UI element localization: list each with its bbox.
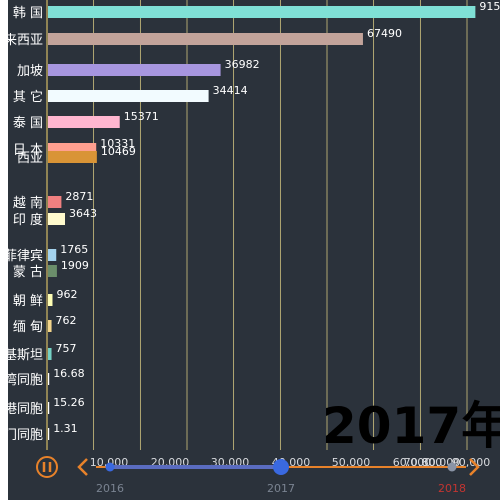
data-label: 10331 [100,137,135,150]
current-year-watermark: 2017年 [322,397,500,455]
bar [48,151,97,163]
category-label: 泰 国 [13,116,43,131]
bar [48,196,62,208]
bar [48,90,209,102]
data-label: 16.68 [53,367,84,380]
bar [48,116,120,128]
x-tick-label: 60,000 [393,456,432,469]
data-label: 1765 [60,243,88,256]
timeline-point[interactable] [447,462,457,472]
bar [48,428,50,440]
category-label: 菲律宾 [4,248,43,264]
category-label: 印 度 [13,212,43,228]
data-label: 36982 [225,58,260,71]
bar [48,249,57,261]
category-label: 来西亚 [4,33,43,48]
category-label: 其 它 [13,89,43,105]
bar [48,265,57,277]
data-label: 91580 [479,0,500,13]
x-tick-label: 90,000 [452,456,491,469]
data-label: 10469 [101,145,136,158]
bar [48,294,53,306]
category-label: 湾同胞 [4,372,43,388]
bar [48,6,476,18]
data-label: 67490 [367,27,402,40]
category-label: 韩 国 [13,6,43,21]
data-label: 15.26 [53,396,84,409]
chevron-left-icon[interactable] [77,458,88,476]
data-label: 962 [56,288,77,301]
data-label: 3643 [69,207,97,220]
x-tick-label: 70,000 [404,456,443,469]
category-label: 门同胞 [4,428,43,443]
bar [48,33,363,45]
data-label: 757 [56,342,77,355]
category-label: 蒙 古 [13,265,43,280]
bar [48,320,52,332]
timeline-year-label: 2017 [267,482,295,495]
category-label: 港同胞 [4,402,43,417]
timeline-thumb[interactable] [273,459,289,475]
category-label: 加坡 [17,64,43,79]
data-label: 1909 [61,259,89,272]
chart-background [8,0,500,500]
pause-icon[interactable] [36,456,58,478]
category-label: 基斯坦 [4,348,43,363]
data-label: 15371 [124,110,159,123]
data-label: 34414 [213,84,248,97]
x-tick-label: 50,000 [332,456,371,469]
timeline-point[interactable] [105,462,115,472]
chevron-right-icon[interactable] [469,458,480,476]
category-label: 日 本 [13,143,43,158]
category-label: 越 南 [13,195,43,211]
category-label: 朝 鲜 [13,294,43,309]
data-label: 2871 [65,190,93,203]
category-label: 缅 甸 [13,320,43,335]
timeline-year-label: 2016 [96,482,124,495]
data-label: 1.31 [53,422,77,435]
bar [48,213,66,225]
category-label: 西亚 [17,151,43,166]
bar [48,373,50,385]
bar [48,64,221,76]
data-label: 762 [56,314,77,327]
timeline-year-label: 2018 [438,482,466,495]
bar [48,402,50,414]
bar [48,348,52,360]
